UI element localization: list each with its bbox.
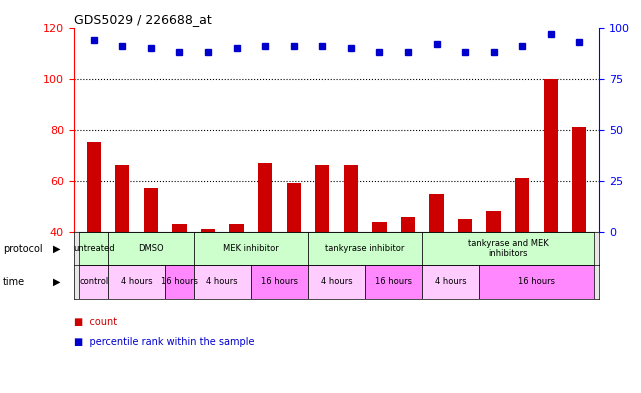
Text: 4 hours: 4 hours <box>435 277 467 286</box>
Bar <box>201 229 215 232</box>
Bar <box>487 211 501 232</box>
Bar <box>194 232 308 265</box>
Bar <box>79 232 108 265</box>
Bar <box>365 265 422 299</box>
Bar <box>308 232 422 265</box>
Bar <box>372 222 387 232</box>
Text: 16 hours: 16 hours <box>161 277 198 286</box>
Bar <box>344 165 358 232</box>
Text: control: control <box>79 277 108 286</box>
Text: 16 hours: 16 hours <box>518 277 555 286</box>
Bar <box>315 165 329 232</box>
Bar <box>515 178 529 232</box>
Bar <box>144 188 158 232</box>
Bar <box>401 217 415 232</box>
Text: 4 hours: 4 hours <box>121 277 153 286</box>
Text: tankyrase inhibitor: tankyrase inhibitor <box>326 244 404 253</box>
Text: DMSO: DMSO <box>138 244 163 253</box>
Bar <box>172 224 187 232</box>
Bar <box>479 265 594 299</box>
Text: GDS5029 / 226688_at: GDS5029 / 226688_at <box>74 13 212 26</box>
Bar <box>572 127 587 232</box>
Text: time: time <box>3 277 26 287</box>
Bar <box>229 224 244 232</box>
Text: 4 hours: 4 hours <box>320 277 353 286</box>
Bar <box>458 219 472 232</box>
Bar <box>422 232 594 265</box>
Text: tankyrase and MEK
inhibitors: tankyrase and MEK inhibitors <box>467 239 548 258</box>
Bar <box>79 265 108 299</box>
Text: MEK inhibitor: MEK inhibitor <box>223 244 279 253</box>
Bar <box>108 232 194 265</box>
Text: 16 hours: 16 hours <box>261 277 298 286</box>
Bar <box>308 265 365 299</box>
Text: 4 hours: 4 hours <box>206 277 238 286</box>
Bar <box>544 79 558 232</box>
Text: ▶: ▶ <box>53 244 61 253</box>
Bar <box>287 183 301 232</box>
Bar <box>258 163 272 232</box>
Bar <box>429 193 444 232</box>
Bar <box>251 265 308 299</box>
Bar <box>87 142 101 232</box>
Text: ▶: ▶ <box>53 277 61 287</box>
Text: untreated: untreated <box>73 244 115 253</box>
Bar <box>108 265 165 299</box>
Bar <box>194 265 251 299</box>
Text: 16 hours: 16 hours <box>375 277 412 286</box>
Text: ■  count: ■ count <box>74 317 117 327</box>
Text: ■  percentile rank within the sample: ■ percentile rank within the sample <box>74 337 254 347</box>
Bar <box>422 265 479 299</box>
Bar <box>165 265 194 299</box>
Text: protocol: protocol <box>3 244 43 253</box>
Bar <box>115 165 129 232</box>
